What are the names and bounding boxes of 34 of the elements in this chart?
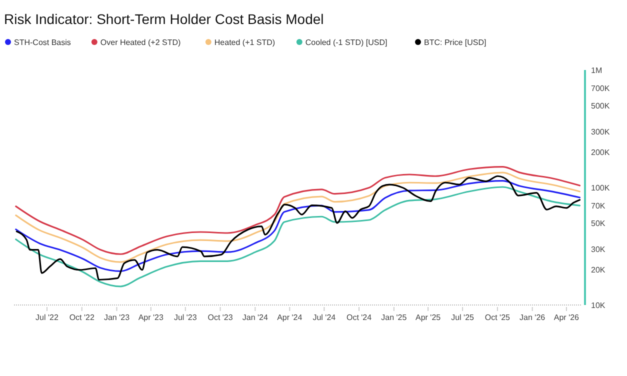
line-series (15, 186, 581, 288)
y-tick-label: 1M (591, 66, 602, 75)
y-tick-label: 200K (591, 148, 610, 158)
legend-label: Over Heated (+2 STD) (100, 38, 181, 47)
x-tick-label: Jul '24 (312, 313, 336, 322)
x-tick-label: Apr '26 (554, 313, 580, 322)
legend-label: Heated (+1 STD) (214, 38, 276, 47)
y-tick-label: 700K (591, 84, 610, 94)
x-tick-label: Jul '22 (36, 313, 59, 322)
x-tick-label: Jan '24 (242, 313, 268, 322)
y-tick-label: 10K (591, 301, 606, 310)
x-tick-label: Oct '22 (69, 313, 95, 322)
y-tick-label: 30K (591, 244, 606, 254)
y-tick-label: 50K (591, 218, 606, 228)
x-tick-label: Oct '25 (484, 313, 511, 322)
x-tick-label: Jan '26 (520, 313, 546, 322)
x-tick-label: Jul '25 (451, 313, 475, 322)
legend-label: Cooled (-1 STD) [USD] (305, 38, 388, 47)
x-tick-label: Jul '23 (174, 313, 198, 322)
x-tick-label: Apr '25 (416, 313, 442, 322)
x-tick-label: Oct '24 (346, 313, 372, 322)
y-tick-label: 300K (591, 127, 610, 136)
legend-label: BTC: Price [USD] (424, 38, 486, 47)
x-tick-label: Jan '25 (381, 313, 408, 322)
x-tick-label: Apr '23 (138, 313, 164, 322)
x-tick-label: Jan '23 (104, 313, 130, 322)
y-tick-label: 70K (591, 202, 606, 211)
y-tick-label: 20K (591, 266, 606, 275)
y-tick-label: 500K (591, 101, 610, 110)
legend-label: STH-Cost Basis (14, 38, 71, 47)
x-tick-label: Oct '23 (208, 313, 234, 322)
x-tick-label: Apr '24 (277, 313, 303, 322)
y-tick-label: 100K (591, 184, 610, 192)
chart-title: Risk Indicator: Short-Term Holder Cost Basis Model (4, 11, 324, 27)
